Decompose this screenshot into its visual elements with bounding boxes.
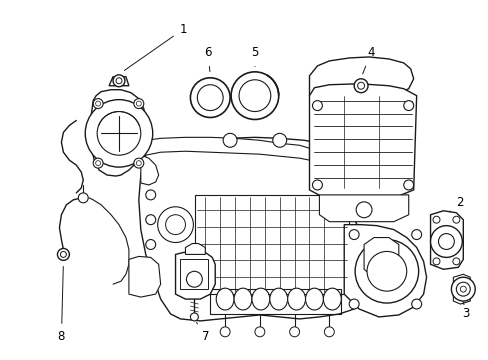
Circle shape bbox=[452, 216, 459, 223]
Text: 3: 3 bbox=[462, 302, 469, 320]
Circle shape bbox=[312, 180, 322, 190]
Circle shape bbox=[85, 100, 152, 167]
Circle shape bbox=[134, 158, 143, 168]
Circle shape bbox=[165, 215, 185, 235]
Circle shape bbox=[157, 207, 193, 243]
Polygon shape bbox=[344, 225, 426, 317]
Circle shape bbox=[57, 248, 69, 260]
Circle shape bbox=[403, 100, 413, 111]
Ellipse shape bbox=[305, 288, 323, 310]
Circle shape bbox=[136, 161, 141, 166]
Ellipse shape bbox=[251, 288, 269, 310]
Circle shape bbox=[411, 230, 421, 239]
Text: 5: 5 bbox=[251, 46, 258, 67]
Circle shape bbox=[312, 100, 322, 111]
Circle shape bbox=[411, 299, 421, 309]
Polygon shape bbox=[309, 84, 416, 200]
Circle shape bbox=[239, 80, 270, 112]
Circle shape bbox=[289, 327, 299, 337]
Circle shape bbox=[348, 230, 358, 239]
Text: 8: 8 bbox=[58, 266, 65, 343]
Circle shape bbox=[190, 78, 230, 117]
Polygon shape bbox=[129, 256, 161, 297]
Polygon shape bbox=[309, 57, 413, 103]
Circle shape bbox=[455, 282, 469, 296]
Circle shape bbox=[145, 239, 155, 249]
Ellipse shape bbox=[234, 288, 251, 310]
Circle shape bbox=[450, 277, 474, 301]
Bar bbox=[195, 195, 348, 294]
Polygon shape bbox=[429, 211, 462, 269]
Polygon shape bbox=[141, 137, 309, 160]
Polygon shape bbox=[364, 238, 398, 277]
Circle shape bbox=[145, 215, 155, 225]
Circle shape bbox=[348, 299, 358, 309]
Ellipse shape bbox=[287, 288, 305, 310]
Circle shape bbox=[145, 190, 155, 200]
Circle shape bbox=[353, 79, 367, 93]
Circle shape bbox=[96, 161, 101, 166]
Text: 7: 7 bbox=[196, 323, 209, 343]
Circle shape bbox=[432, 216, 439, 223]
Circle shape bbox=[223, 133, 237, 147]
Ellipse shape bbox=[323, 288, 341, 310]
Polygon shape bbox=[175, 251, 215, 299]
Polygon shape bbox=[141, 155, 158, 185]
Circle shape bbox=[220, 327, 230, 337]
Circle shape bbox=[355, 202, 371, 218]
Circle shape bbox=[357, 82, 364, 89]
Circle shape bbox=[429, 226, 461, 257]
Circle shape bbox=[272, 133, 286, 147]
Bar bbox=[180, 260, 208, 289]
Circle shape bbox=[93, 99, 103, 109]
Circle shape bbox=[324, 327, 334, 337]
Circle shape bbox=[61, 251, 66, 257]
Polygon shape bbox=[109, 77, 129, 86]
Ellipse shape bbox=[216, 288, 234, 310]
Circle shape bbox=[366, 251, 406, 291]
Text: 6: 6 bbox=[204, 46, 212, 72]
Circle shape bbox=[432, 258, 439, 265]
Circle shape bbox=[459, 286, 466, 292]
Circle shape bbox=[93, 158, 103, 168]
Circle shape bbox=[97, 112, 141, 155]
Circle shape bbox=[438, 234, 453, 249]
Circle shape bbox=[197, 85, 223, 111]
Circle shape bbox=[113, 75, 124, 87]
Circle shape bbox=[136, 101, 141, 106]
Circle shape bbox=[96, 101, 101, 106]
Circle shape bbox=[354, 239, 418, 303]
Circle shape bbox=[231, 72, 278, 120]
Circle shape bbox=[254, 327, 264, 337]
Circle shape bbox=[190, 313, 198, 321]
Circle shape bbox=[116, 78, 122, 84]
Circle shape bbox=[134, 99, 143, 109]
Circle shape bbox=[403, 180, 413, 190]
Polygon shape bbox=[185, 243, 205, 255]
Text: 1: 1 bbox=[124, 23, 187, 71]
Text: 4: 4 bbox=[362, 46, 374, 74]
Polygon shape bbox=[319, 195, 408, 222]
Circle shape bbox=[78, 193, 88, 203]
Circle shape bbox=[186, 271, 202, 287]
Polygon shape bbox=[452, 274, 469, 304]
Circle shape bbox=[452, 258, 459, 265]
Ellipse shape bbox=[269, 288, 287, 310]
Text: 2: 2 bbox=[448, 196, 463, 212]
Polygon shape bbox=[91, 90, 145, 176]
Polygon shape bbox=[139, 137, 370, 321]
